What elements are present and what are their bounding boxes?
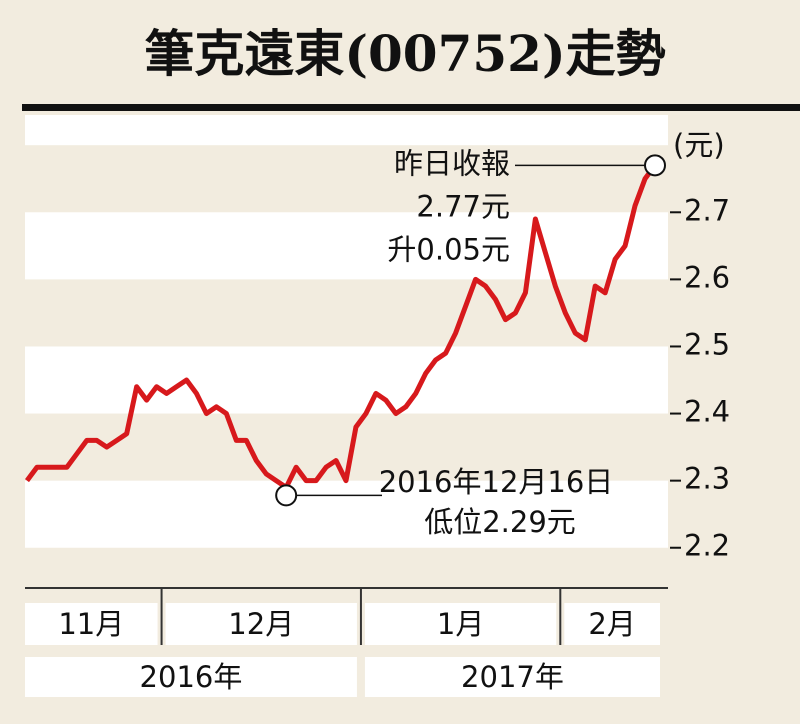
year-label: 2017年 [461,660,564,694]
band [25,115,668,146]
label-box [564,603,660,645]
label-box [165,603,357,645]
x-tick-label: 12月 [228,607,294,641]
y-tick-label: 2.4 [684,395,730,429]
low-marker [275,484,298,507]
x-tick-label: 1月 [437,607,484,641]
close-marker [644,154,666,177]
bands [25,115,668,588]
title-rule [22,104,800,111]
price-line [24,163,658,490]
unit-label: (元) [673,128,725,162]
x-tick-label: 2月 [588,607,635,641]
band [25,480,668,548]
close-note: 昨日收報 [394,146,510,180]
x-tick-label: 11月 [58,607,124,641]
band [25,212,668,280]
band [25,346,668,414]
label-box [364,657,660,697]
label-box [25,657,357,697]
label-box [364,603,557,645]
low-note: 低位2.29元 [424,505,576,539]
y-tick-label: 2.2 [684,529,730,563]
y-tick-label: 2.5 [684,327,730,361]
y-tick-label: 2.3 [684,462,730,496]
y-tick-label: 2.7 [684,193,730,227]
close-note: 升0.05元 [387,232,510,266]
chart-title: 筆克遠東(00752)走勢 [144,24,665,83]
close-note: 2.77元 [416,189,510,223]
label-box [25,603,158,645]
y-tick-label: 2.6 [684,260,730,294]
year-label: 2016年 [140,660,243,694]
low-note: 2016年12月16日 [379,465,614,499]
